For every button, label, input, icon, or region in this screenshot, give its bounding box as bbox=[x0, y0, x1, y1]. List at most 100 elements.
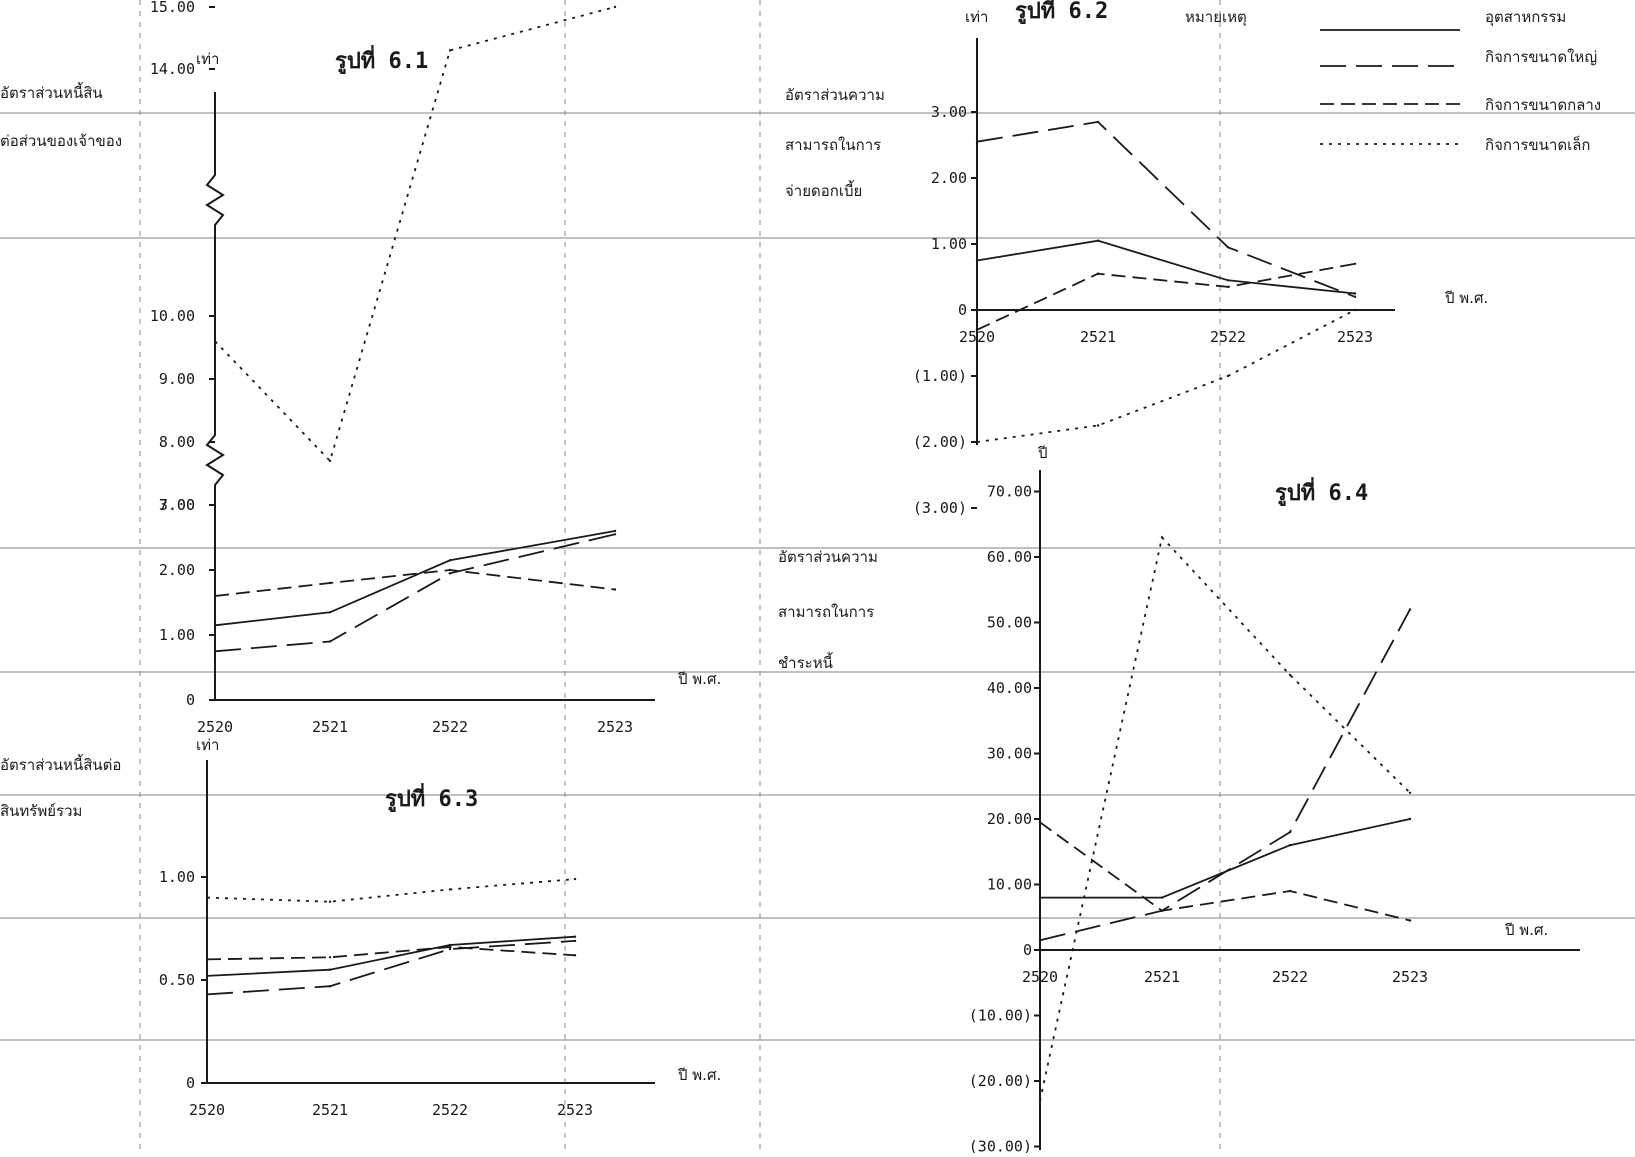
data-point bbox=[1288, 673, 1292, 677]
data-point bbox=[1226, 246, 1230, 249]
y-tick-label: 14.00 bbox=[150, 60, 195, 78]
legend-label-industry: อุตสาหกรรม bbox=[1485, 8, 1566, 27]
x-ticks: 2520 2521 2522 2523 bbox=[197, 718, 633, 736]
data-point bbox=[448, 559, 452, 562]
x-tick-label: 2521 bbox=[312, 718, 348, 736]
data-point bbox=[328, 968, 332, 971]
data-point bbox=[328, 581, 332, 585]
data-point bbox=[1038, 1099, 1042, 1102]
data-point bbox=[1288, 844, 1292, 847]
figure-6-2: รูปที่ 6.2 เท่า อัตราส่วนความ สามารถในกา… bbox=[785, 0, 1488, 517]
x-tick-label: 2523 bbox=[1337, 328, 1373, 346]
y-axis-label-line: ชำระหนี้ bbox=[778, 652, 833, 672]
unit-label: เท่า bbox=[196, 736, 219, 754]
x-tick-label: 2520 bbox=[189, 1101, 225, 1119]
data-point bbox=[613, 5, 617, 9]
y-tick-label: 7.00 bbox=[159, 496, 195, 514]
data-point bbox=[213, 594, 217, 598]
y-tick-label: 0 bbox=[186, 1074, 195, 1092]
data-point bbox=[573, 935, 577, 938]
x-tick-label: 2523 bbox=[597, 718, 633, 736]
series-lines bbox=[205, 877, 577, 996]
y-tick-label: 1.00 bbox=[159, 626, 195, 644]
y-ticks: 3.00 2.00 1.00 0 (1.00) (2.00) (3.00) bbox=[913, 103, 977, 517]
series-line-solid bbox=[1040, 818, 1411, 899]
data-point bbox=[573, 954, 577, 957]
y-axis-broken bbox=[205, 92, 655, 701]
y-ticks: 0 0.50 1.00 bbox=[159, 868, 207, 1092]
data-point bbox=[1226, 374, 1230, 378]
data-point bbox=[448, 888, 452, 891]
y-tick-label: 50.00 bbox=[987, 614, 1032, 632]
series-line-medium bbox=[206, 946, 576, 961]
data-point bbox=[1408, 919, 1412, 922]
series-line-solid bbox=[214, 530, 616, 627]
data-point bbox=[1353, 262, 1357, 265]
data-point bbox=[1038, 939, 1042, 942]
y-tick-label: 30.00 bbox=[987, 745, 1032, 763]
data-point bbox=[1096, 272, 1100, 275]
data-point bbox=[328, 611, 332, 614]
y-tick-label: (10.00) bbox=[969, 1007, 1032, 1025]
y-tick-label: 70.00 bbox=[987, 483, 1032, 501]
y-tick-label: (3.00) bbox=[913, 499, 967, 517]
data-point bbox=[975, 328, 979, 331]
y-tick-label: 9.00 bbox=[159, 370, 195, 388]
y-ticks: 70.00 60.00 50.00 40.00 30.00 20.00 10.00 0 (10.… bbox=[969, 483, 1040, 1156]
y-tick-label: 0 bbox=[1023, 941, 1032, 959]
y-axis-label-line: อัตราส่วนหนี้สิน bbox=[0, 82, 103, 102]
series-line-solid bbox=[976, 239, 1356, 295]
series-line-medium bbox=[1039, 821, 1411, 922]
data-point bbox=[1038, 896, 1042, 899]
x-ticks: 2520 2521 2522 2523 bbox=[959, 328, 1373, 346]
y-axis-label-line: สินทรัพย์รวม bbox=[0, 802, 82, 820]
series-lines bbox=[975, 120, 1357, 444]
y-tick-label: 3.00 bbox=[159, 496, 195, 514]
x-tick-label: 2520 bbox=[1022, 968, 1058, 986]
data-point bbox=[613, 588, 617, 591]
unit-label: เท่า bbox=[965, 8, 988, 26]
x-axis-label: ปี พ.ศ. bbox=[1444, 289, 1488, 307]
data-point bbox=[573, 939, 577, 943]
data-point bbox=[1096, 424, 1100, 427]
data-point bbox=[448, 568, 452, 572]
figure-6-1: รูปที่ 6.1 เท่า อัตราส่วนหนี้สิน ต่อส่วน… bbox=[0, 0, 721, 736]
y-axis-label-line: ต่อส่วนของเจ้าของ bbox=[0, 132, 122, 150]
data-point bbox=[573, 877, 577, 881]
data-point bbox=[975, 140, 979, 143]
series-line-long bbox=[214, 533, 616, 653]
series-line-solid bbox=[206, 935, 576, 977]
y-axis-label-line: สามารถในการ bbox=[785, 136, 881, 154]
x-tick-label: 2522 bbox=[432, 1101, 468, 1119]
data-point bbox=[328, 985, 332, 988]
data-point bbox=[1288, 889, 1292, 893]
series-line-long bbox=[206, 940, 576, 996]
unit-label: เท่า bbox=[196, 50, 219, 68]
data-point bbox=[328, 956, 332, 959]
data-point bbox=[1408, 791, 1412, 794]
x-axis-label: ปี พ.ศ. bbox=[677, 1066, 721, 1084]
legend: หมายเหตุ อุตสาหกรรม กิจการขนาดใหญ่ กิจกา… bbox=[1185, 8, 1601, 154]
series-line-dotted bbox=[976, 309, 1356, 443]
data-point bbox=[328, 459, 332, 463]
figure-6-4: รูปที่ 6.4 ปี อัตราส่วนความ สามารถในการ … bbox=[778, 444, 1580, 1156]
x-tick-label: 2523 bbox=[1392, 968, 1428, 986]
data-point bbox=[1038, 821, 1042, 824]
data-point bbox=[1096, 239, 1100, 242]
series-line-dotted bbox=[1039, 535, 1411, 1101]
data-point bbox=[213, 340, 217, 343]
data-point bbox=[448, 49, 452, 52]
data-point bbox=[448, 943, 452, 947]
data-point bbox=[205, 993, 209, 996]
data-point bbox=[1160, 536, 1164, 539]
y-tick-label: (30.00) bbox=[969, 1138, 1032, 1154]
legend-label-small: กิจการขนาดเล็ก bbox=[1485, 135, 1591, 154]
y-axis-label-line: อัตราส่วนความ bbox=[778, 548, 878, 566]
y-tick-label: (20.00) bbox=[969, 1072, 1032, 1090]
y-tick-label: 0 bbox=[958, 301, 967, 319]
data-point bbox=[975, 440, 979, 444]
y-tick-label: 3.00 bbox=[931, 103, 967, 121]
series-line-dotted bbox=[214, 6, 616, 463]
